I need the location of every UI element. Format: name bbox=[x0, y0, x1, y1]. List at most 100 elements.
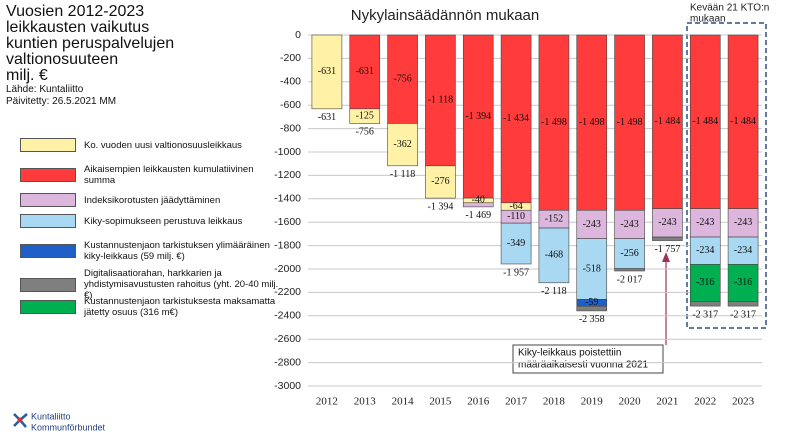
title: kuntien peruspalvelujen bbox=[6, 35, 175, 52]
segment-label: -316 bbox=[734, 277, 752, 288]
segment-label: -125 bbox=[356, 110, 374, 121]
segment-label: -631 bbox=[318, 66, 336, 77]
segment-label: -59 bbox=[585, 297, 598, 308]
segment-label: -1 394 bbox=[465, 111, 491, 122]
y-tick-label: -3000 bbox=[274, 380, 301, 392]
logo-icon bbox=[13, 413, 28, 428]
segment-label: -243 bbox=[620, 219, 638, 230]
source: Lähde: Kuntaliitto bbox=[6, 84, 84, 95]
bar-segment bbox=[425, 34, 456, 167]
legend-item: Kustannustenjaon tarkistuksesta maksamat… bbox=[20, 296, 279, 318]
y-tick-label: -800 bbox=[280, 122, 301, 134]
title: leikkausten vaikutus bbox=[6, 19, 150, 36]
bar-segment bbox=[576, 209, 608, 239]
updated: Päivitetty: 26.5.2021 MM bbox=[6, 96, 117, 107]
bar-segment bbox=[614, 34, 645, 211]
bar-segment bbox=[689, 208, 721, 238]
bar-segment bbox=[462, 202, 494, 208]
bar-segment bbox=[727, 208, 759, 238]
y-tick-label: -200 bbox=[280, 52, 301, 64]
segment-label: -1 484 bbox=[692, 116, 718, 127]
y-tick-label: -2600 bbox=[274, 333, 301, 345]
legend-item: Kustannustenjaon tarkistuksen ylimääräin… bbox=[20, 240, 279, 262]
bar-segment bbox=[727, 34, 759, 209]
title: valtionosuuteen bbox=[6, 51, 119, 68]
legend-label: Indeksikorotusten jäädyttäminen bbox=[84, 194, 221, 206]
segment-label: -756 bbox=[393, 74, 411, 85]
logo-text: Kuntaliitto bbox=[31, 411, 71, 421]
bar-segment bbox=[652, 34, 683, 209]
total-label: -2 317 bbox=[692, 309, 718, 320]
bar-segment bbox=[652, 208, 683, 238]
bar-segment bbox=[311, 34, 343, 110]
segment-label: -1 484 bbox=[654, 116, 680, 127]
bar-segment bbox=[689, 264, 721, 302]
annotation-box bbox=[512, 344, 664, 374]
x-tick-label: 2020 bbox=[619, 396, 642, 408]
legend-swatch bbox=[20, 193, 76, 207]
bar-segment bbox=[727, 301, 759, 307]
bar-segment bbox=[500, 222, 532, 265]
box-note: Kevään 21 KTO:n bbox=[690, 3, 769, 14]
segment-label: -243 bbox=[696, 217, 714, 228]
y-tick-label: -400 bbox=[280, 76, 301, 88]
segment-label: -152 bbox=[545, 213, 563, 224]
segment-label: -631 bbox=[356, 66, 374, 77]
total-label: -1 469 bbox=[465, 210, 491, 221]
legend-swatch bbox=[20, 214, 76, 228]
y-tick-label: -1200 bbox=[274, 169, 301, 181]
segment-label: -1 498 bbox=[541, 117, 567, 128]
bar-segment bbox=[538, 34, 570, 211]
legend-item: Kiky-sopimukseen perustuva leikkaus bbox=[20, 214, 279, 228]
y-tick-label: -2000 bbox=[274, 263, 301, 275]
annotation-arrowhead bbox=[662, 252, 670, 262]
bar-segment bbox=[349, 34, 381, 110]
legend-item: Digitalisaatiorahan, harkkarien ja yhdis… bbox=[20, 268, 279, 301]
segment-label: -468 bbox=[545, 250, 563, 261]
segment-label: -1 498 bbox=[579, 117, 605, 128]
bar-segment bbox=[538, 227, 570, 284]
y-tick-label: -2800 bbox=[274, 356, 301, 368]
total-label: -1 394 bbox=[427, 201, 453, 212]
bar-segment bbox=[387, 34, 418, 124]
bar-segment bbox=[425, 165, 456, 199]
segment-label: -1 484 bbox=[730, 116, 756, 127]
annotation: määräaikaisesti vuonna 2021 bbox=[518, 360, 649, 371]
total-label: -2 317 bbox=[730, 309, 756, 320]
legend-label: Kiky-sopimukseen perustuva leikkaus bbox=[84, 215, 243, 227]
total-label: -756 bbox=[356, 127, 374, 138]
segment-label: -234 bbox=[734, 245, 752, 256]
legend-label: Ko. vuoden uusi valtionosuusleikkaus bbox=[84, 139, 242, 151]
left-panel: Vuosien 2012-2023 leikkausten vaikutus k… bbox=[6, 4, 276, 108]
title: milj. € bbox=[6, 67, 48, 84]
legend-swatch bbox=[20, 138, 76, 152]
logo-text: Kommunförbundet bbox=[31, 422, 106, 432]
segment-label: -1 434 bbox=[503, 113, 529, 124]
bar-segment bbox=[349, 108, 381, 124]
legend-label: Kustannustenjaon tarkistuksen ylimääräin… bbox=[84, 240, 270, 262]
bar-segment bbox=[387, 123, 418, 167]
logo-icon bbox=[17, 417, 23, 423]
total-label: -2 358 bbox=[579, 314, 605, 325]
bar-segment bbox=[500, 34, 532, 204]
legend-item: Indeksikorotusten jäädyttäminen bbox=[20, 193, 279, 207]
x-tick-label: 2023 bbox=[732, 396, 755, 408]
total-label: -1 118 bbox=[390, 169, 415, 180]
y-tick-label: -1400 bbox=[274, 193, 301, 205]
legend-label: Aikaisempien leikkausten kumulatiivinen … bbox=[84, 164, 254, 186]
y-tick-label: -600 bbox=[280, 99, 301, 111]
x-tick-label: 2016 bbox=[467, 396, 490, 408]
segment-label: -40 bbox=[472, 195, 485, 206]
bar-segment bbox=[462, 34, 494, 199]
segment-label: -64 bbox=[509, 201, 522, 212]
segment-label: -243 bbox=[734, 217, 752, 228]
bar-segment bbox=[689, 301, 721, 307]
legend-swatch bbox=[20, 244, 76, 258]
segment-label: -110 bbox=[507, 211, 525, 222]
x-tick-label: 2019 bbox=[581, 396, 604, 408]
bar-segment bbox=[576, 305, 608, 312]
box-note: mukaan bbox=[690, 14, 726, 25]
segment-label: -362 bbox=[393, 139, 411, 150]
legend-item: Aikaisempien leikkausten kumulatiivinen … bbox=[20, 164, 279, 186]
